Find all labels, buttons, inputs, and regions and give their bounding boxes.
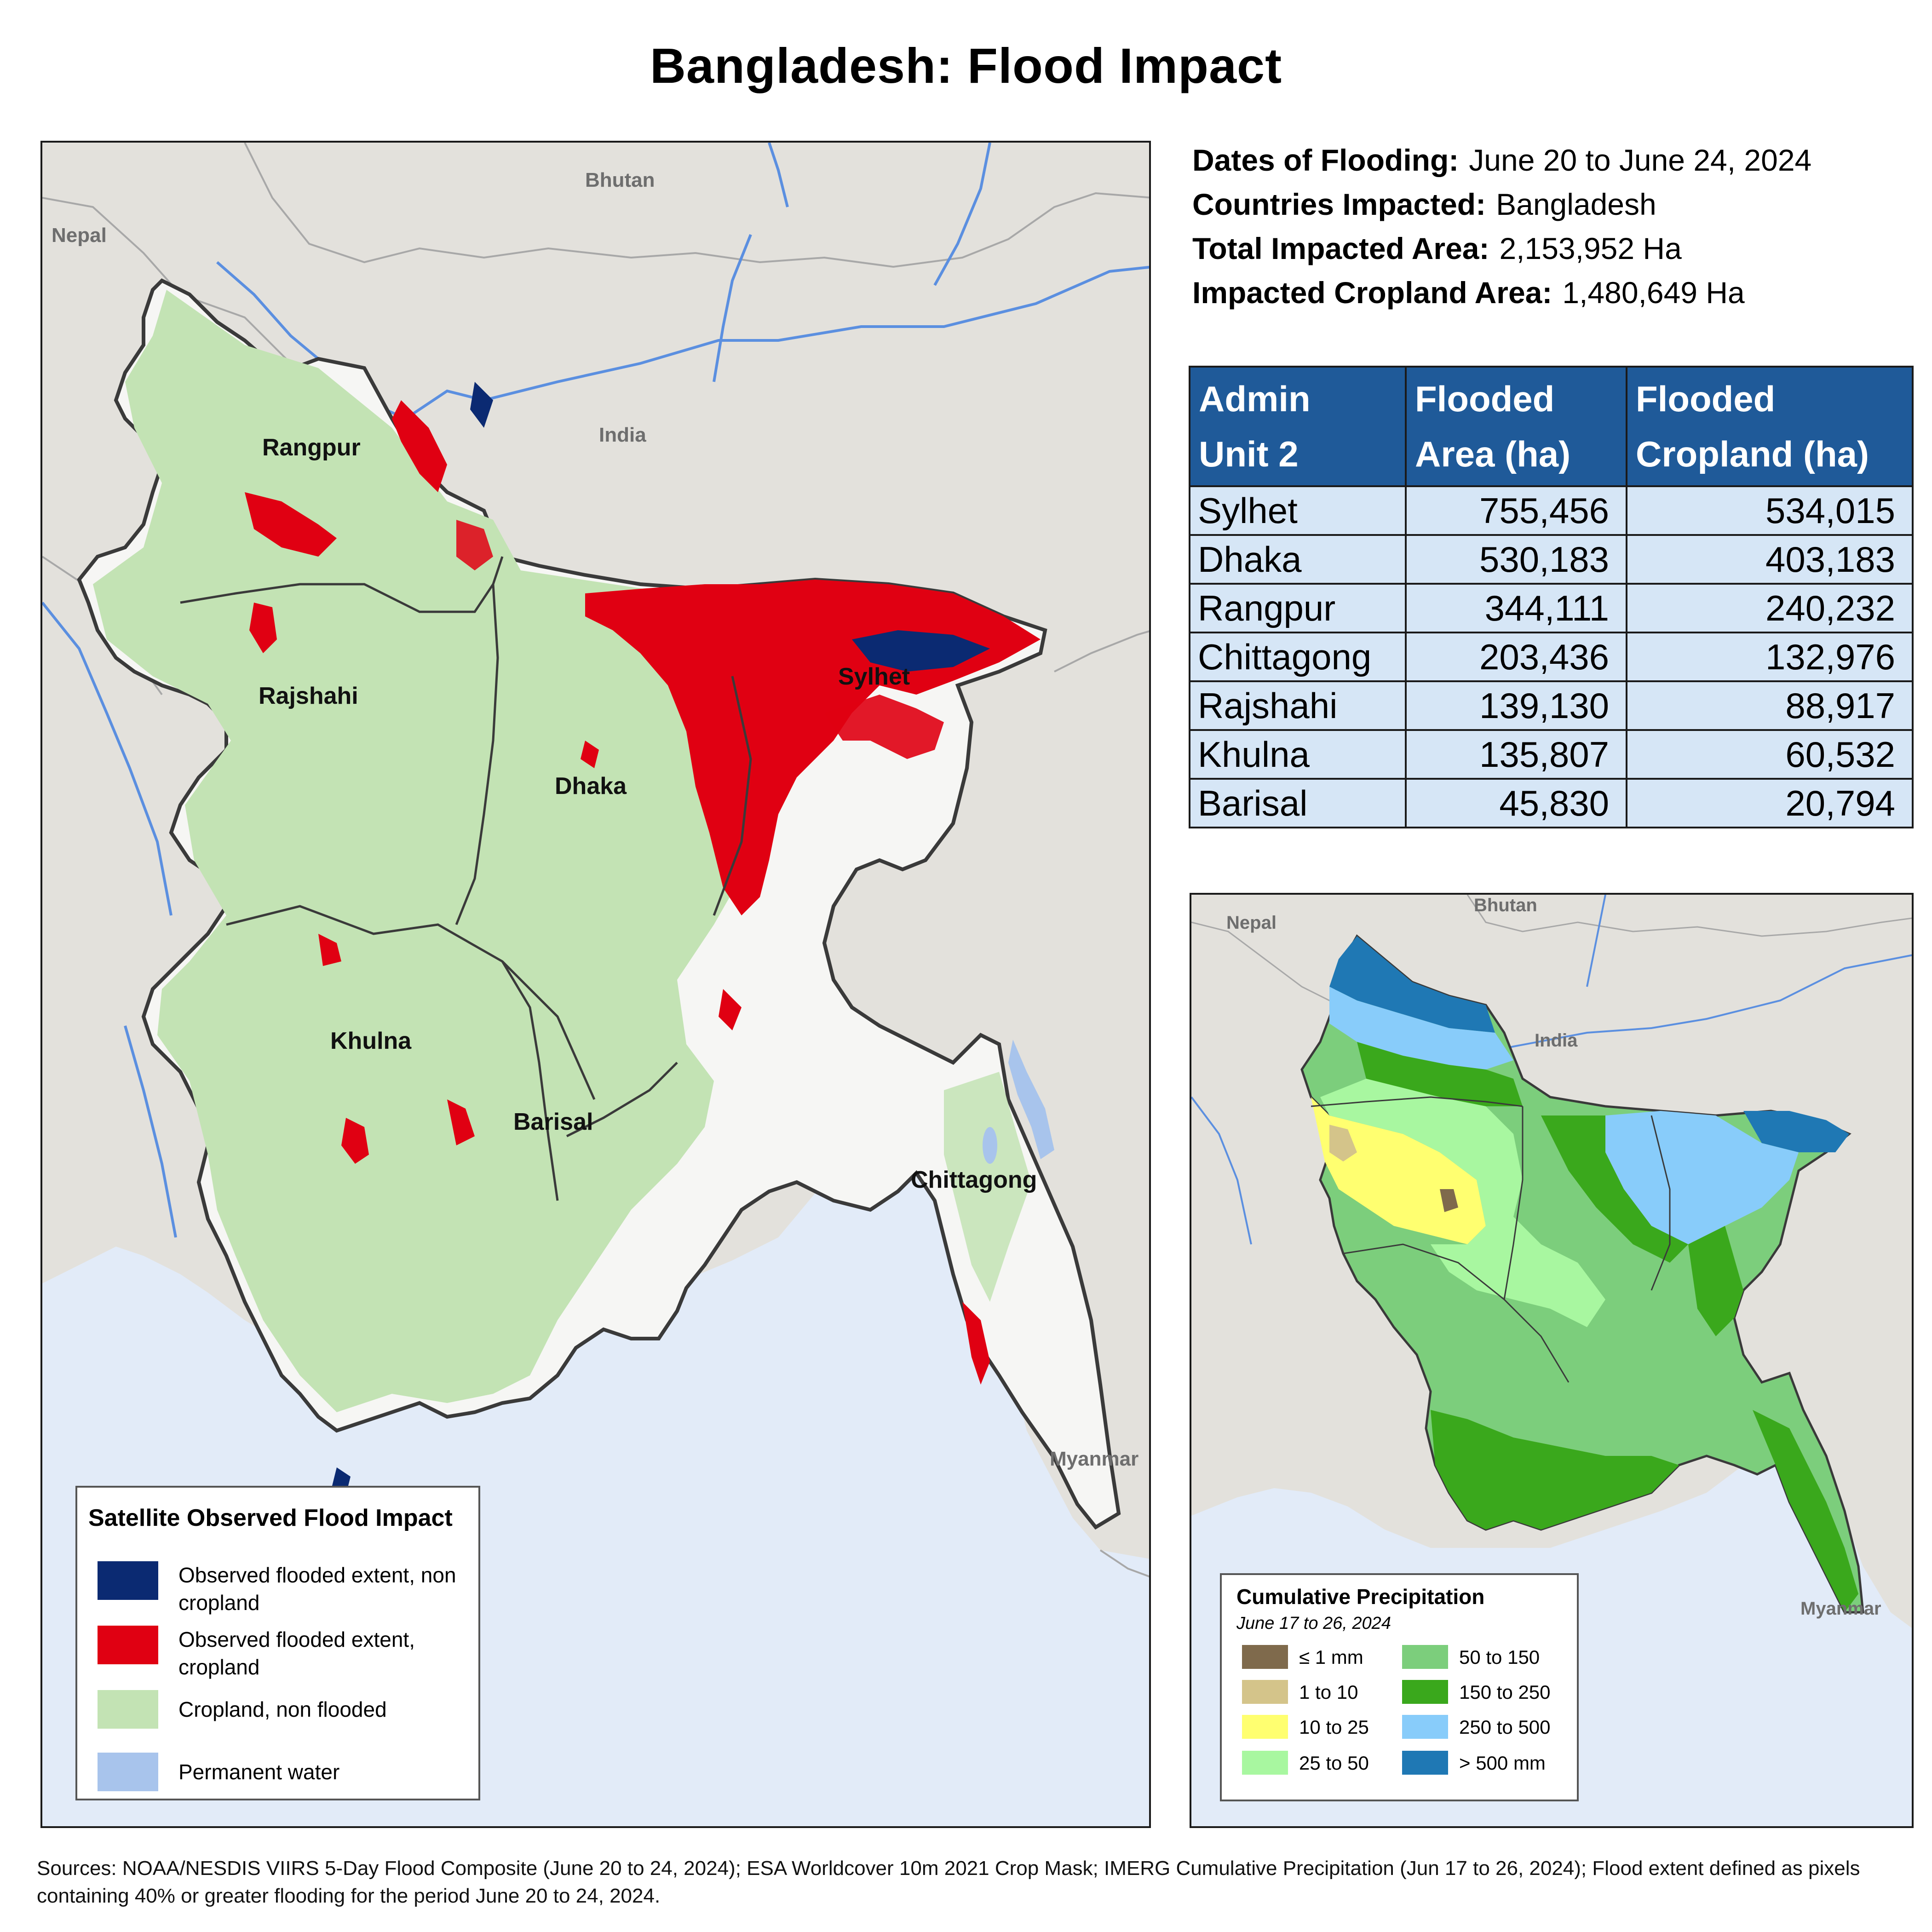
precip-zone-150-250-southeast: [1753, 1410, 1858, 1612]
country-label-myanmar: Myanmar: [1050, 1448, 1138, 1470]
precip-zone-over-500-north: [1329, 936, 1495, 1033]
label-khulna: Khulna: [330, 1028, 412, 1054]
permanent-water: [983, 1040, 1054, 1164]
precip-zone-150-250-east: [1688, 1226, 1743, 1336]
table-header-row: Admin Unit 2 Flooded Area (ha) Flooded Crop…: [1189, 366, 1914, 487]
table-row: Chittagong 203,436 132,976: [1189, 632, 1914, 682]
label-rangpur: Rangpur: [262, 434, 361, 461]
label-rajshahi: Rajshahi: [259, 683, 358, 709]
summary-dates: Dates of Flooding: June 20 to June 24, 20…: [1192, 143, 1812, 177]
label-chittagong: Chittagong: [911, 1167, 1037, 1193]
summary-countries: Countries Impacted: Bangladesh: [1192, 187, 1656, 221]
country-label-bhutan: Bhutan: [585, 169, 655, 191]
flooded-non-cropland: [332, 382, 990, 1495]
precip-zone-150-250-south: [1431, 1410, 1679, 1530]
flood-legend: Satellite Observed Flood Impact Observed…: [75, 1486, 480, 1800]
table-row: Khulna 135,807 60,532: [1189, 729, 1914, 780]
precip-zone-10-25: [1311, 1097, 1486, 1244]
header-flooded-area: Flooded Area (ha): [1405, 366, 1627, 487]
sources-note: Sources: NOAA/NESDIS VIIRS 5-Day Flood C…: [37, 1857, 1860, 1907]
table-row: Dhaka 530,183 403,183: [1189, 534, 1914, 585]
label-sylhet: Sylhet: [838, 663, 910, 690]
precip-label-nepal: Nepal: [1226, 913, 1276, 933]
precip-legend: Cumulative Precipitation June 17 to 26, …: [1220, 1573, 1579, 1801]
legend-swatch-cropland: [98, 1690, 158, 1729]
flood-map-canvas: Nepal Bhutan India Myanmar Rangpur Rajsh…: [42, 143, 1149, 1826]
precip-zone-250-500-north: [1329, 987, 1513, 1070]
label-barisal: Barisal: [513, 1109, 593, 1135]
label-dhaka: Dhaka: [555, 773, 627, 799]
precip-zone-over-500-east: [1743, 1111, 1849, 1152]
rivers: [42, 143, 1149, 1238]
division-boundaries: [180, 556, 752, 1201]
flood-legend-title: Satellite Observed Flood Impact: [88, 1505, 453, 1531]
precip-zone-1-10: [1329, 1125, 1357, 1162]
country-label-india: India: [599, 424, 646, 446]
page-title: Bangladesh: Flood Impact: [650, 38, 1282, 93]
flood-summary: Dates of Flooding: June 20 to June 24, 20…: [1192, 138, 1910, 315]
precip-division-boundaries: [1311, 1096, 1671, 1383]
precip-country-labels: Nepal Bhutan India Myanmar: [1226, 895, 1881, 1619]
table-row: Sylhet 755,456 534,015: [1189, 485, 1914, 536]
table-row: Rajshahi 139,130 88,917: [1189, 680, 1914, 731]
flood-impact-map[interactable]: Nepal Bhutan India Myanmar Rangpur Rajsh…: [40, 141, 1151, 1828]
summary-cropland-area: Impacted Cropland Area: 1,480,649 Ha: [1192, 276, 1745, 310]
legend-swatch-flood-noncrop: [98, 1561, 158, 1600]
division-labels: Rangpur Rajshahi Dhaka Sylhet Khulna Bar…: [259, 434, 1037, 1193]
precip-zone-150-250-north: [1357, 1042, 1523, 1106]
precip-zone-250-500-east: [1605, 1111, 1799, 1244]
header-admin-unit: Admin Unit 2: [1189, 366, 1407, 487]
precip-zone-25-50: [1320, 1079, 1605, 1327]
country-labels: Nepal Bhutan India Myanmar: [52, 169, 1138, 1470]
admin-flood-table: Admin Unit 2 Flooded Area (ha) Flooded Crop…: [1189, 366, 1914, 828]
precip-label-bhutan: Bhutan: [1474, 895, 1537, 915]
precip-rivers: [1191, 895, 1912, 1245]
header-flooded-cropland: Flooded Cropland (ha): [1626, 366, 1914, 487]
legend-swatch-permanent-water: [98, 1753, 158, 1791]
cropland-non-flooded: [93, 290, 1031, 1412]
precip-zone-under-1: [1440, 1189, 1458, 1212]
precip-label-india: India: [1535, 1030, 1578, 1051]
precip-zone-150-250-mid: [1541, 1116, 1688, 1263]
legend-swatch-flood-crop: [98, 1626, 158, 1664]
table-row: Barisal 45,830 20,794: [1189, 778, 1914, 828]
precip-legend-title: Cumulative Precipitation: [1236, 1585, 1485, 1609]
country-label-nepal: Nepal: [52, 224, 107, 247]
precip-label-myanmar: Myanmar: [1800, 1598, 1881, 1619]
precip-legend-subtitle: June 17 to 26, 2024: [1236, 1614, 1391, 1633]
summary-total-area: Total Impacted Area: 2,153,952 Ha: [1192, 231, 1682, 265]
table-row: Rangpur 344,111 240,232: [1189, 583, 1914, 633]
